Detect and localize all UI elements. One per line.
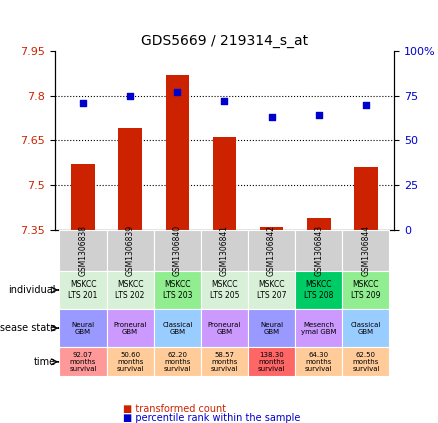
Point — [268, 114, 275, 121]
Text: Neural
GBM: Neural GBM — [260, 321, 283, 335]
Text: Mesench
ymal GBM: Mesench ymal GBM — [301, 321, 336, 335]
Text: 64.30
months
survival: 64.30 months survival — [305, 352, 332, 372]
FancyBboxPatch shape — [60, 271, 106, 309]
Text: MSKCC
LTS 201: MSKCC LTS 201 — [68, 280, 98, 299]
Text: 62.50
months
survival: 62.50 months survival — [352, 352, 380, 372]
FancyBboxPatch shape — [154, 230, 201, 271]
Text: 92.07
months
survival: 92.07 months survival — [69, 352, 97, 372]
Text: MSKCC
LTS 202: MSKCC LTS 202 — [116, 280, 145, 299]
FancyBboxPatch shape — [343, 309, 389, 347]
Text: MSKCC
LTS 209: MSKCC LTS 209 — [351, 280, 381, 299]
FancyBboxPatch shape — [201, 309, 248, 347]
Point — [174, 88, 181, 95]
Text: Proneural
GBM: Proneural GBM — [208, 321, 241, 335]
FancyBboxPatch shape — [60, 347, 106, 376]
Text: Proneural
GBM: Proneural GBM — [113, 321, 147, 335]
FancyBboxPatch shape — [201, 347, 248, 376]
Text: Neural
GBM: Neural GBM — [71, 321, 95, 335]
Bar — [307, 218, 331, 230]
Point — [221, 98, 228, 104]
Text: GSM1306841: GSM1306841 — [220, 225, 229, 276]
Text: GSM1306839: GSM1306839 — [126, 225, 134, 276]
Title: GDS5669 / 219314_s_at: GDS5669 / 219314_s_at — [141, 34, 308, 48]
Text: individual: individual — [8, 285, 56, 295]
FancyBboxPatch shape — [295, 347, 343, 376]
FancyBboxPatch shape — [154, 271, 201, 309]
FancyBboxPatch shape — [295, 309, 343, 347]
Point — [80, 99, 87, 106]
FancyBboxPatch shape — [295, 271, 343, 309]
FancyBboxPatch shape — [343, 347, 389, 376]
Text: MSKCC
LTS 205: MSKCC LTS 205 — [210, 280, 239, 299]
Text: ■ percentile rank within the sample: ■ percentile rank within the sample — [123, 413, 300, 423]
Text: MSKCC
LTS 207: MSKCC LTS 207 — [257, 280, 286, 299]
Text: time: time — [34, 357, 56, 367]
Text: disease state: disease state — [0, 323, 56, 333]
Point — [315, 112, 322, 118]
Text: Classical
GBM: Classical GBM — [162, 321, 193, 335]
Bar — [118, 129, 142, 230]
FancyBboxPatch shape — [106, 309, 154, 347]
Text: GSM1306842: GSM1306842 — [267, 225, 276, 276]
Text: GSM1306840: GSM1306840 — [173, 225, 182, 276]
FancyBboxPatch shape — [201, 230, 248, 271]
Text: MSKCC
LTS 203: MSKCC LTS 203 — [162, 280, 192, 299]
FancyBboxPatch shape — [154, 347, 201, 376]
FancyBboxPatch shape — [248, 230, 295, 271]
FancyBboxPatch shape — [295, 230, 343, 271]
Point — [127, 92, 134, 99]
Text: 50.60
months
survival: 50.60 months survival — [117, 352, 144, 372]
FancyBboxPatch shape — [154, 309, 201, 347]
Bar — [213, 137, 236, 230]
FancyBboxPatch shape — [248, 309, 295, 347]
FancyBboxPatch shape — [106, 271, 154, 309]
Text: 62.20
months
survival: 62.20 months survival — [163, 352, 191, 372]
Text: 138.30
months
survival: 138.30 months survival — [258, 352, 286, 372]
Bar — [260, 227, 283, 230]
Text: ■ transformed count: ■ transformed count — [123, 404, 226, 415]
FancyBboxPatch shape — [248, 347, 295, 376]
FancyBboxPatch shape — [60, 309, 106, 347]
FancyBboxPatch shape — [343, 230, 389, 271]
Text: MSKCC
LTS 208: MSKCC LTS 208 — [304, 280, 333, 299]
Text: Classical
GBM: Classical GBM — [351, 321, 381, 335]
FancyBboxPatch shape — [106, 347, 154, 376]
FancyBboxPatch shape — [106, 230, 154, 271]
FancyBboxPatch shape — [201, 271, 248, 309]
FancyBboxPatch shape — [343, 271, 389, 309]
Text: GSM1306838: GSM1306838 — [78, 225, 88, 276]
Bar — [71, 164, 95, 230]
FancyBboxPatch shape — [60, 230, 106, 271]
Point — [362, 101, 369, 108]
Text: GSM1306843: GSM1306843 — [314, 225, 323, 276]
FancyBboxPatch shape — [248, 271, 295, 309]
Text: GSM1306844: GSM1306844 — [361, 225, 371, 276]
Bar — [354, 167, 378, 230]
Bar — [166, 74, 189, 230]
Text: 58.57
months
survival: 58.57 months survival — [211, 352, 238, 372]
